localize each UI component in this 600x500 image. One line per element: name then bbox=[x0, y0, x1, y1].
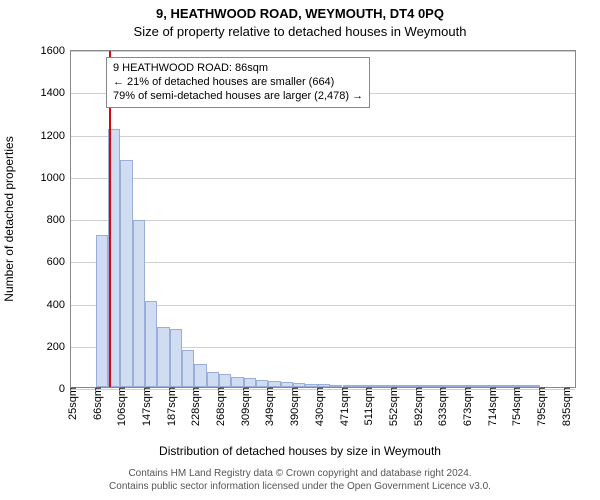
histogram-bar bbox=[194, 364, 206, 387]
x-tick-label: 187sqm bbox=[162, 387, 178, 426]
annotation-box: 9 HEATHWOOD ROAD: 86sqm← 21% of detached… bbox=[106, 57, 370, 108]
x-tick-label: 106sqm bbox=[112, 387, 128, 426]
histogram-bar bbox=[231, 377, 243, 387]
footer-line-2: Contains public sector information licen… bbox=[0, 481, 600, 494]
subtitle: Size of property relative to detached ho… bbox=[0, 24, 600, 39]
x-tick-label: 228sqm bbox=[186, 387, 202, 426]
x-tick-label: 511sqm bbox=[359, 387, 375, 425]
histogram-bar bbox=[256, 380, 268, 387]
footer-line-1: Contains HM Land Registry data © Crown c… bbox=[0, 468, 600, 481]
chart-area: 0200400600800100012001400160025sqm66sqm1… bbox=[70, 50, 576, 388]
x-tick-label: 714sqm bbox=[483, 387, 499, 426]
x-tick-label: 390sqm bbox=[285, 387, 301, 426]
x-tick-label: 147sqm bbox=[137, 387, 153, 426]
x-tick-label: 349sqm bbox=[260, 387, 276, 426]
y-tick-label: 600 bbox=[47, 256, 71, 268]
gridline-h bbox=[71, 51, 575, 52]
y-tick-label: 800 bbox=[47, 214, 71, 226]
x-tick-label: 754sqm bbox=[507, 387, 523, 426]
y-tick-label: 1600 bbox=[41, 45, 71, 57]
x-tick-label: 309sqm bbox=[236, 387, 252, 426]
annotation-line: 79% of semi-detached houses are larger (… bbox=[113, 90, 363, 104]
x-tick-label: 268sqm bbox=[211, 387, 227, 426]
annotation-line: 9 HEATHWOOD ROAD: 86sqm bbox=[113, 62, 363, 76]
x-tick-label: 552sqm bbox=[384, 387, 400, 426]
gridline-h bbox=[71, 178, 575, 179]
y-tick-label: 200 bbox=[47, 341, 71, 353]
y-tick-label: 400 bbox=[47, 299, 71, 311]
address-title: 9, HEATHWOOD ROAD, WEYMOUTH, DT4 0PQ bbox=[0, 6, 600, 21]
page: 9, HEATHWOOD ROAD, WEYMOUTH, DT4 0PQ Siz… bbox=[0, 0, 600, 500]
gridline-h bbox=[71, 220, 575, 221]
histogram-bar bbox=[145, 301, 157, 387]
histogram-bar bbox=[244, 378, 256, 387]
y-axis-label: Number of detached properties bbox=[2, 136, 16, 301]
x-tick-label: 592sqm bbox=[409, 387, 425, 426]
x-tick-label: 795sqm bbox=[532, 387, 548, 426]
y-tick-label: 1400 bbox=[41, 87, 71, 99]
x-tick-label: 673sqm bbox=[458, 387, 474, 426]
histogram-bar bbox=[182, 350, 194, 387]
histogram-bar bbox=[207, 372, 219, 387]
histogram-bar bbox=[120, 160, 132, 387]
histogram-bar bbox=[96, 235, 108, 387]
gridline-h bbox=[71, 136, 575, 137]
gridline-h bbox=[71, 262, 575, 263]
x-tick-label: 633sqm bbox=[433, 387, 449, 426]
histogram-bar bbox=[157, 327, 169, 387]
y-tick-label: 1000 bbox=[41, 172, 71, 184]
x-tick-label: 430sqm bbox=[310, 387, 326, 426]
x-tick-label: 471sqm bbox=[335, 387, 351, 426]
x-axis-label: Distribution of detached houses by size … bbox=[0, 444, 600, 458]
histogram-bar bbox=[133, 220, 145, 387]
x-tick-label: 835sqm bbox=[557, 387, 573, 426]
histogram-bar bbox=[170, 329, 182, 387]
histogram-bar bbox=[219, 374, 231, 387]
footer-attribution: Contains HM Land Registry data © Crown c… bbox=[0, 468, 600, 493]
x-tick-label: 25sqm bbox=[63, 387, 79, 420]
x-tick-label: 66sqm bbox=[88, 387, 104, 420]
annotation-line: ← 21% of detached houses are smaller (66… bbox=[113, 76, 363, 90]
y-tick-label: 1200 bbox=[41, 130, 71, 142]
